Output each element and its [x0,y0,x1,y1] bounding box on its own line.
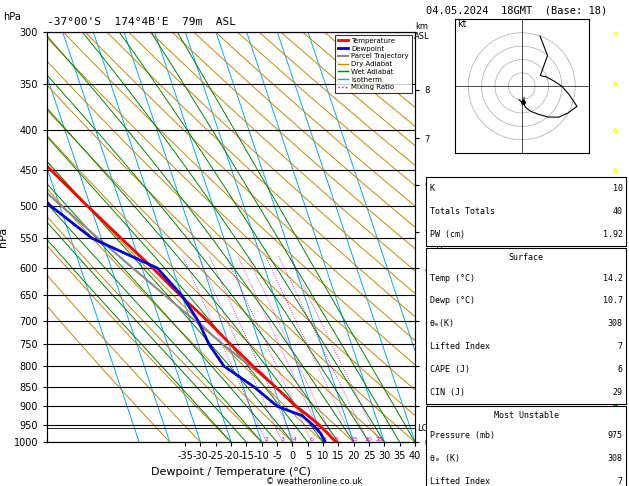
Text: 6: 6 [310,437,314,442]
Y-axis label: Mixing Ratio (g/kg): Mixing Ratio (g/kg) [435,197,443,277]
Text: Lifted Index: Lifted Index [430,477,489,486]
Text: -37°00'S  174°4B'E  79m  ASL: -37°00'S 174°4B'E 79m ASL [47,17,236,27]
Text: 10: 10 [613,184,623,193]
Text: Surface: Surface [509,253,543,262]
Text: kt: kt [458,19,467,30]
Text: 975: 975 [608,431,623,440]
Legend: Temperature, Dewpoint, Parcel Trajectory, Dry Adiabat, Wet Adiabat, Isotherm, Mi: Temperature, Dewpoint, Parcel Trajectory… [335,35,411,93]
X-axis label: Dewpoint / Temperature (°C): Dewpoint / Temperature (°C) [151,467,311,477]
Text: 10: 10 [331,437,339,442]
Text: CIN (J): CIN (J) [430,388,465,397]
Text: 04.05.2024  18GMT  (Base: 18): 04.05.2024 18GMT (Base: 18) [426,6,608,16]
Text: © weatheronline.co.uk: © weatheronline.co.uk [266,477,363,486]
Text: 20: 20 [364,437,372,442]
Text: 6: 6 [618,365,623,374]
Text: 15: 15 [350,437,358,442]
Text: 4: 4 [292,437,296,442]
Text: 8: 8 [323,437,326,442]
Text: 10.7: 10.7 [603,296,623,305]
Text: 1.92: 1.92 [603,230,623,239]
Text: km
ASL: km ASL [415,22,430,40]
Text: 308: 308 [608,454,623,463]
Y-axis label: hPa: hPa [0,227,8,247]
Text: θₑ(K): θₑ(K) [430,319,455,328]
Text: 14.2: 14.2 [603,274,623,282]
Text: 7: 7 [618,342,623,351]
Text: 308: 308 [608,319,623,328]
Text: 40: 40 [613,207,623,216]
Text: 7: 7 [618,477,623,486]
Text: PW (cm): PW (cm) [430,230,465,239]
Text: 3: 3 [281,437,284,442]
Text: Temp (°C): Temp (°C) [430,274,475,282]
Text: 29: 29 [613,388,623,397]
Text: Most Unstable: Most Unstable [494,411,559,420]
Text: hPa: hPa [3,12,21,22]
Text: Lifted Index: Lifted Index [430,342,489,351]
Text: Dewp (°C): Dewp (°C) [430,296,475,305]
Text: K: K [430,184,435,193]
Text: Pressure (mb): Pressure (mb) [430,431,494,440]
Text: CAPE (J): CAPE (J) [430,365,470,374]
Text: 2: 2 [264,437,268,442]
Text: θₑ (K): θₑ (K) [430,454,460,463]
Text: 25: 25 [376,437,384,442]
Text: Totals Totals: Totals Totals [430,207,494,216]
Text: LCL: LCL [417,424,432,433]
